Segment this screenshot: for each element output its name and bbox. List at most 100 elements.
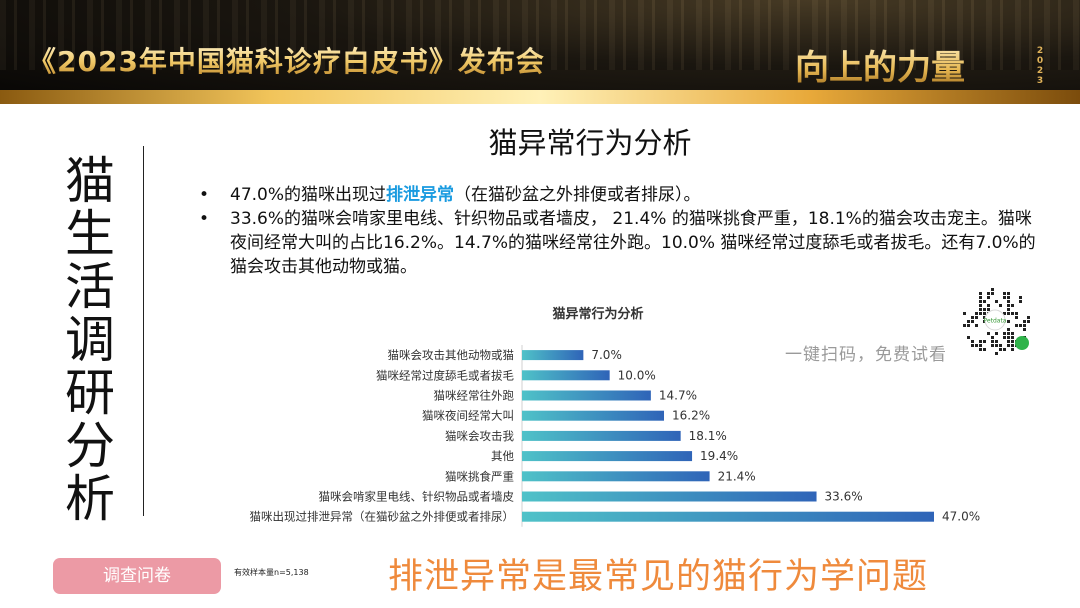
- qr-module: [987, 308, 990, 311]
- brand-year-digit: 3: [1036, 76, 1044, 86]
- qr-module: [979, 340, 982, 343]
- qr-module: [971, 344, 974, 347]
- qr-caption: 一键扫码，免费试看: [785, 345, 947, 365]
- qr-module: [1007, 340, 1010, 343]
- section-title-char: 调: [65, 311, 115, 369]
- qr-module: [979, 348, 982, 351]
- qr-module: [975, 324, 978, 327]
- bar: [522, 451, 693, 462]
- qr-module: [971, 340, 974, 343]
- brand-year-digit: 2: [1036, 66, 1044, 76]
- qr-module: [991, 340, 994, 343]
- qr-module: [979, 296, 982, 299]
- chart-title: 猫异常行为分析: [552, 306, 643, 322]
- qr-module: [983, 312, 986, 315]
- qr-module: [1007, 308, 1010, 311]
- value-label: 21.4%: [718, 469, 756, 483]
- qr-module: [1007, 320, 1010, 323]
- qr-module: [1019, 300, 1022, 303]
- qr-center: [984, 309, 1006, 331]
- category-label: 猫咪夜间经常大叫: [422, 409, 514, 423]
- qr-module: [963, 312, 966, 315]
- page-title: 猫异常行为分析: [488, 126, 692, 160]
- value-label: 10.0%: [618, 368, 656, 382]
- qr-module: [963, 324, 966, 327]
- qr-module: [967, 324, 970, 327]
- qr-module: [975, 344, 978, 347]
- bullet-item: • 33.6%的猫咪会啃家里电线、针织物品或者墙皮， 21.4% 的猫咪挑食严重…: [196, 207, 1046, 279]
- qr-module: [1003, 296, 1006, 299]
- value-label: 19.4%: [700, 449, 738, 463]
- qr-module: [1007, 332, 1010, 335]
- survey-button[interactable]: 调查问卷: [53, 558, 221, 594]
- qr-module: [1003, 336, 1006, 339]
- qr-module: [995, 332, 998, 335]
- qr-module: [991, 344, 994, 347]
- qr-module: [987, 332, 990, 335]
- qr-module: [1003, 332, 1006, 335]
- bar: [522, 471, 710, 482]
- section-title-char: 研: [65, 364, 115, 422]
- category-label: 其他: [491, 449, 514, 463]
- qr-module: [979, 344, 982, 347]
- qr-module: [983, 348, 986, 351]
- qr-module: [1015, 312, 1018, 315]
- qr-module: [979, 308, 982, 311]
- qr-module: [1011, 332, 1014, 335]
- bar: [522, 511, 934, 522]
- qr-module: [1003, 312, 1006, 315]
- category-label: 猫咪经常往外跑: [434, 389, 515, 403]
- value-label: 16.2%: [672, 409, 710, 423]
- qr-module: [1023, 328, 1026, 331]
- qr-module: [979, 300, 982, 303]
- bar: [522, 350, 584, 361]
- qr-module: [987, 304, 990, 307]
- qr-module: [995, 300, 998, 303]
- qr-module: [967, 336, 970, 339]
- qr-module: [1011, 336, 1014, 339]
- qr-code[interactable]: Petdata: [950, 275, 1040, 365]
- category-label: 猫咪会攻击其他动物或猫: [388, 348, 515, 362]
- category-label: 猫咪会啃家里电线、针织物品或者墙皮: [319, 490, 515, 504]
- section-title-char: 活: [65, 258, 115, 316]
- qr-module: [1007, 292, 1010, 295]
- qr-module: [1011, 312, 1014, 315]
- qr-module: [1003, 348, 1006, 351]
- qr-module: [1007, 336, 1010, 339]
- qr-module: [1011, 340, 1014, 343]
- qr-module: [995, 340, 998, 343]
- qr-module: [1019, 324, 1022, 327]
- qr-module: [983, 320, 986, 323]
- qr-module: [999, 344, 1002, 347]
- header-gold-strip: [0, 90, 1080, 104]
- qr-module: [1027, 316, 1030, 319]
- category-label: 猫咪会攻击我: [445, 429, 514, 443]
- qr-module: [975, 316, 978, 319]
- qr-module: [999, 304, 1002, 307]
- qr-module: [971, 320, 974, 323]
- category-label: 猫咪出现过排泄异常（在猫砂盆之外排便或者排尿）: [250, 510, 515, 524]
- section-title-char: 分: [65, 417, 115, 475]
- qr-module: [987, 292, 990, 295]
- qr-module: [983, 340, 986, 343]
- qr-module: [987, 296, 990, 299]
- qr-module: [1023, 320, 1026, 323]
- brand-logo-text: 向上的力量: [795, 40, 965, 89]
- bullet-text: 33.6%的猫咪会啃家里电线、针织物品或者墙皮， 21.4% 的猫咪挑食严重，1…: [230, 209, 1036, 277]
- bullet-dot: •: [199, 209, 210, 229]
- qr-module: [995, 352, 998, 355]
- qr-module: [1007, 312, 1010, 315]
- brand-year-digit: 0: [1036, 56, 1044, 66]
- category-label: 猫咪挑食严重: [445, 469, 514, 483]
- qr-module: [983, 300, 986, 303]
- qr-module: [979, 292, 982, 295]
- mini-program-icon: [1015, 336, 1029, 350]
- qr-module: [1027, 320, 1030, 323]
- bullet-text: 47.0%的猫咪出现过: [230, 185, 387, 205]
- bar: [522, 430, 681, 441]
- qr-module: [1015, 316, 1018, 319]
- bar: [522, 410, 665, 421]
- qr-module: [1007, 304, 1010, 307]
